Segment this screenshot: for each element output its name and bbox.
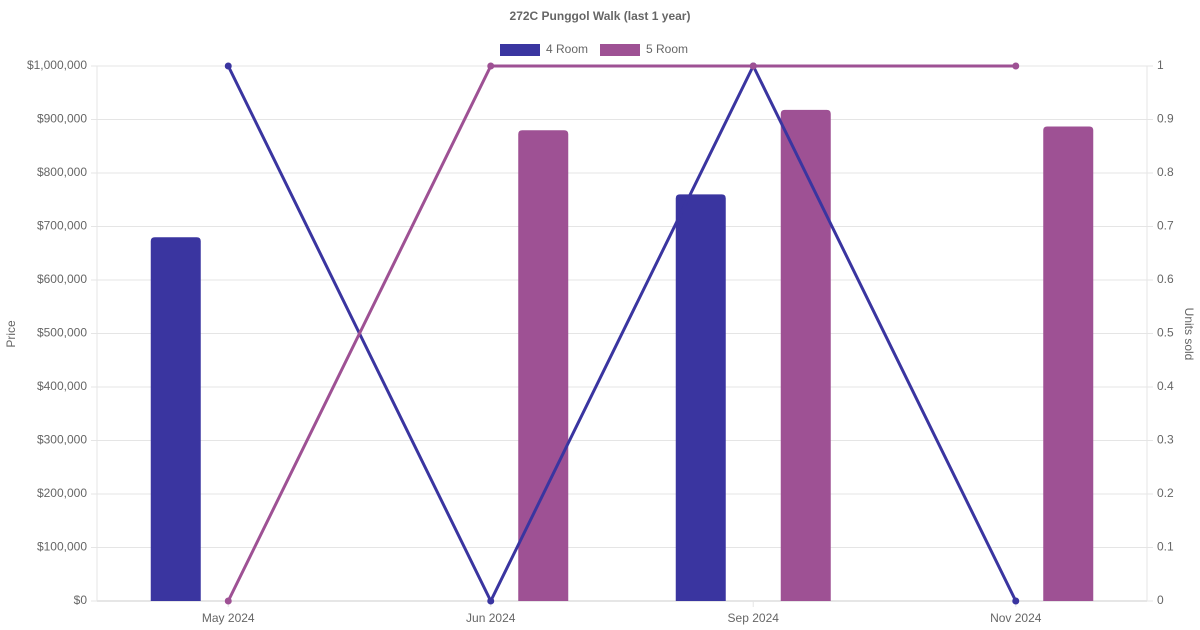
y2-tick-label: 0.6	[1157, 272, 1174, 286]
y2-tick-label: 0.4	[1157, 379, 1174, 393]
point	[224, 62, 232, 70]
y-tick-label: $100,000	[37, 540, 87, 554]
y-tick-label: $0	[74, 593, 88, 607]
bar	[518, 130, 569, 601]
y2-tick-label: 1	[1157, 58, 1164, 72]
x-tick-label: May 2024	[202, 611, 255, 625]
chart-title: 272C Punggol Walk (last 1 year)	[510, 9, 691, 23]
y-tick-label: $900,000	[37, 112, 87, 126]
point	[487, 597, 495, 605]
y-tick-label: $500,000	[37, 326, 87, 340]
y-tick-label: $300,000	[37, 433, 87, 447]
legend-label: 4 Room	[546, 42, 588, 56]
point	[749, 62, 757, 70]
y2-tick-label: 0.5	[1157, 326, 1174, 340]
y2-axis-title: Units sold	[1182, 308, 1196, 361]
point	[1012, 597, 1020, 605]
y-tick-label: $800,000	[37, 165, 87, 179]
line	[226, 64, 1016, 602]
y-tick-label: $700,000	[37, 219, 87, 233]
y-axis-title: Price	[4, 320, 18, 348]
y-tick-label: $600,000	[37, 272, 87, 286]
point	[487, 62, 495, 70]
y2-tick-label: 0.3	[1157, 433, 1174, 447]
bar	[780, 109, 831, 602]
y2-tick-label: 0.9	[1157, 112, 1174, 126]
y2-tick-label: 0.2	[1157, 486, 1174, 500]
y-tick-label: $200,000	[37, 486, 87, 500]
point	[1012, 62, 1020, 70]
y-tick-label: $400,000	[37, 379, 87, 393]
bar	[1043, 126, 1094, 601]
x-tick-label: Nov 2024	[990, 611, 1042, 625]
x-tick-label: Jun 2024	[466, 611, 516, 625]
legend-swatch	[500, 44, 540, 56]
bar	[150, 237, 201, 601]
bar	[675, 194, 726, 601]
legend-swatch	[600, 44, 640, 56]
point	[224, 597, 232, 605]
x-tick-label: Sep 2024	[728, 611, 780, 625]
y2-tick-label: 0	[1157, 593, 1164, 607]
y2-tick-label: 0.7	[1157, 219, 1174, 233]
y2-tick-label: 0.8	[1157, 165, 1174, 179]
legend-label: 5 Room	[646, 42, 688, 56]
y-tick-label: $1,000,000	[27, 58, 87, 72]
y2-tick-label: 0.1	[1157, 540, 1174, 554]
